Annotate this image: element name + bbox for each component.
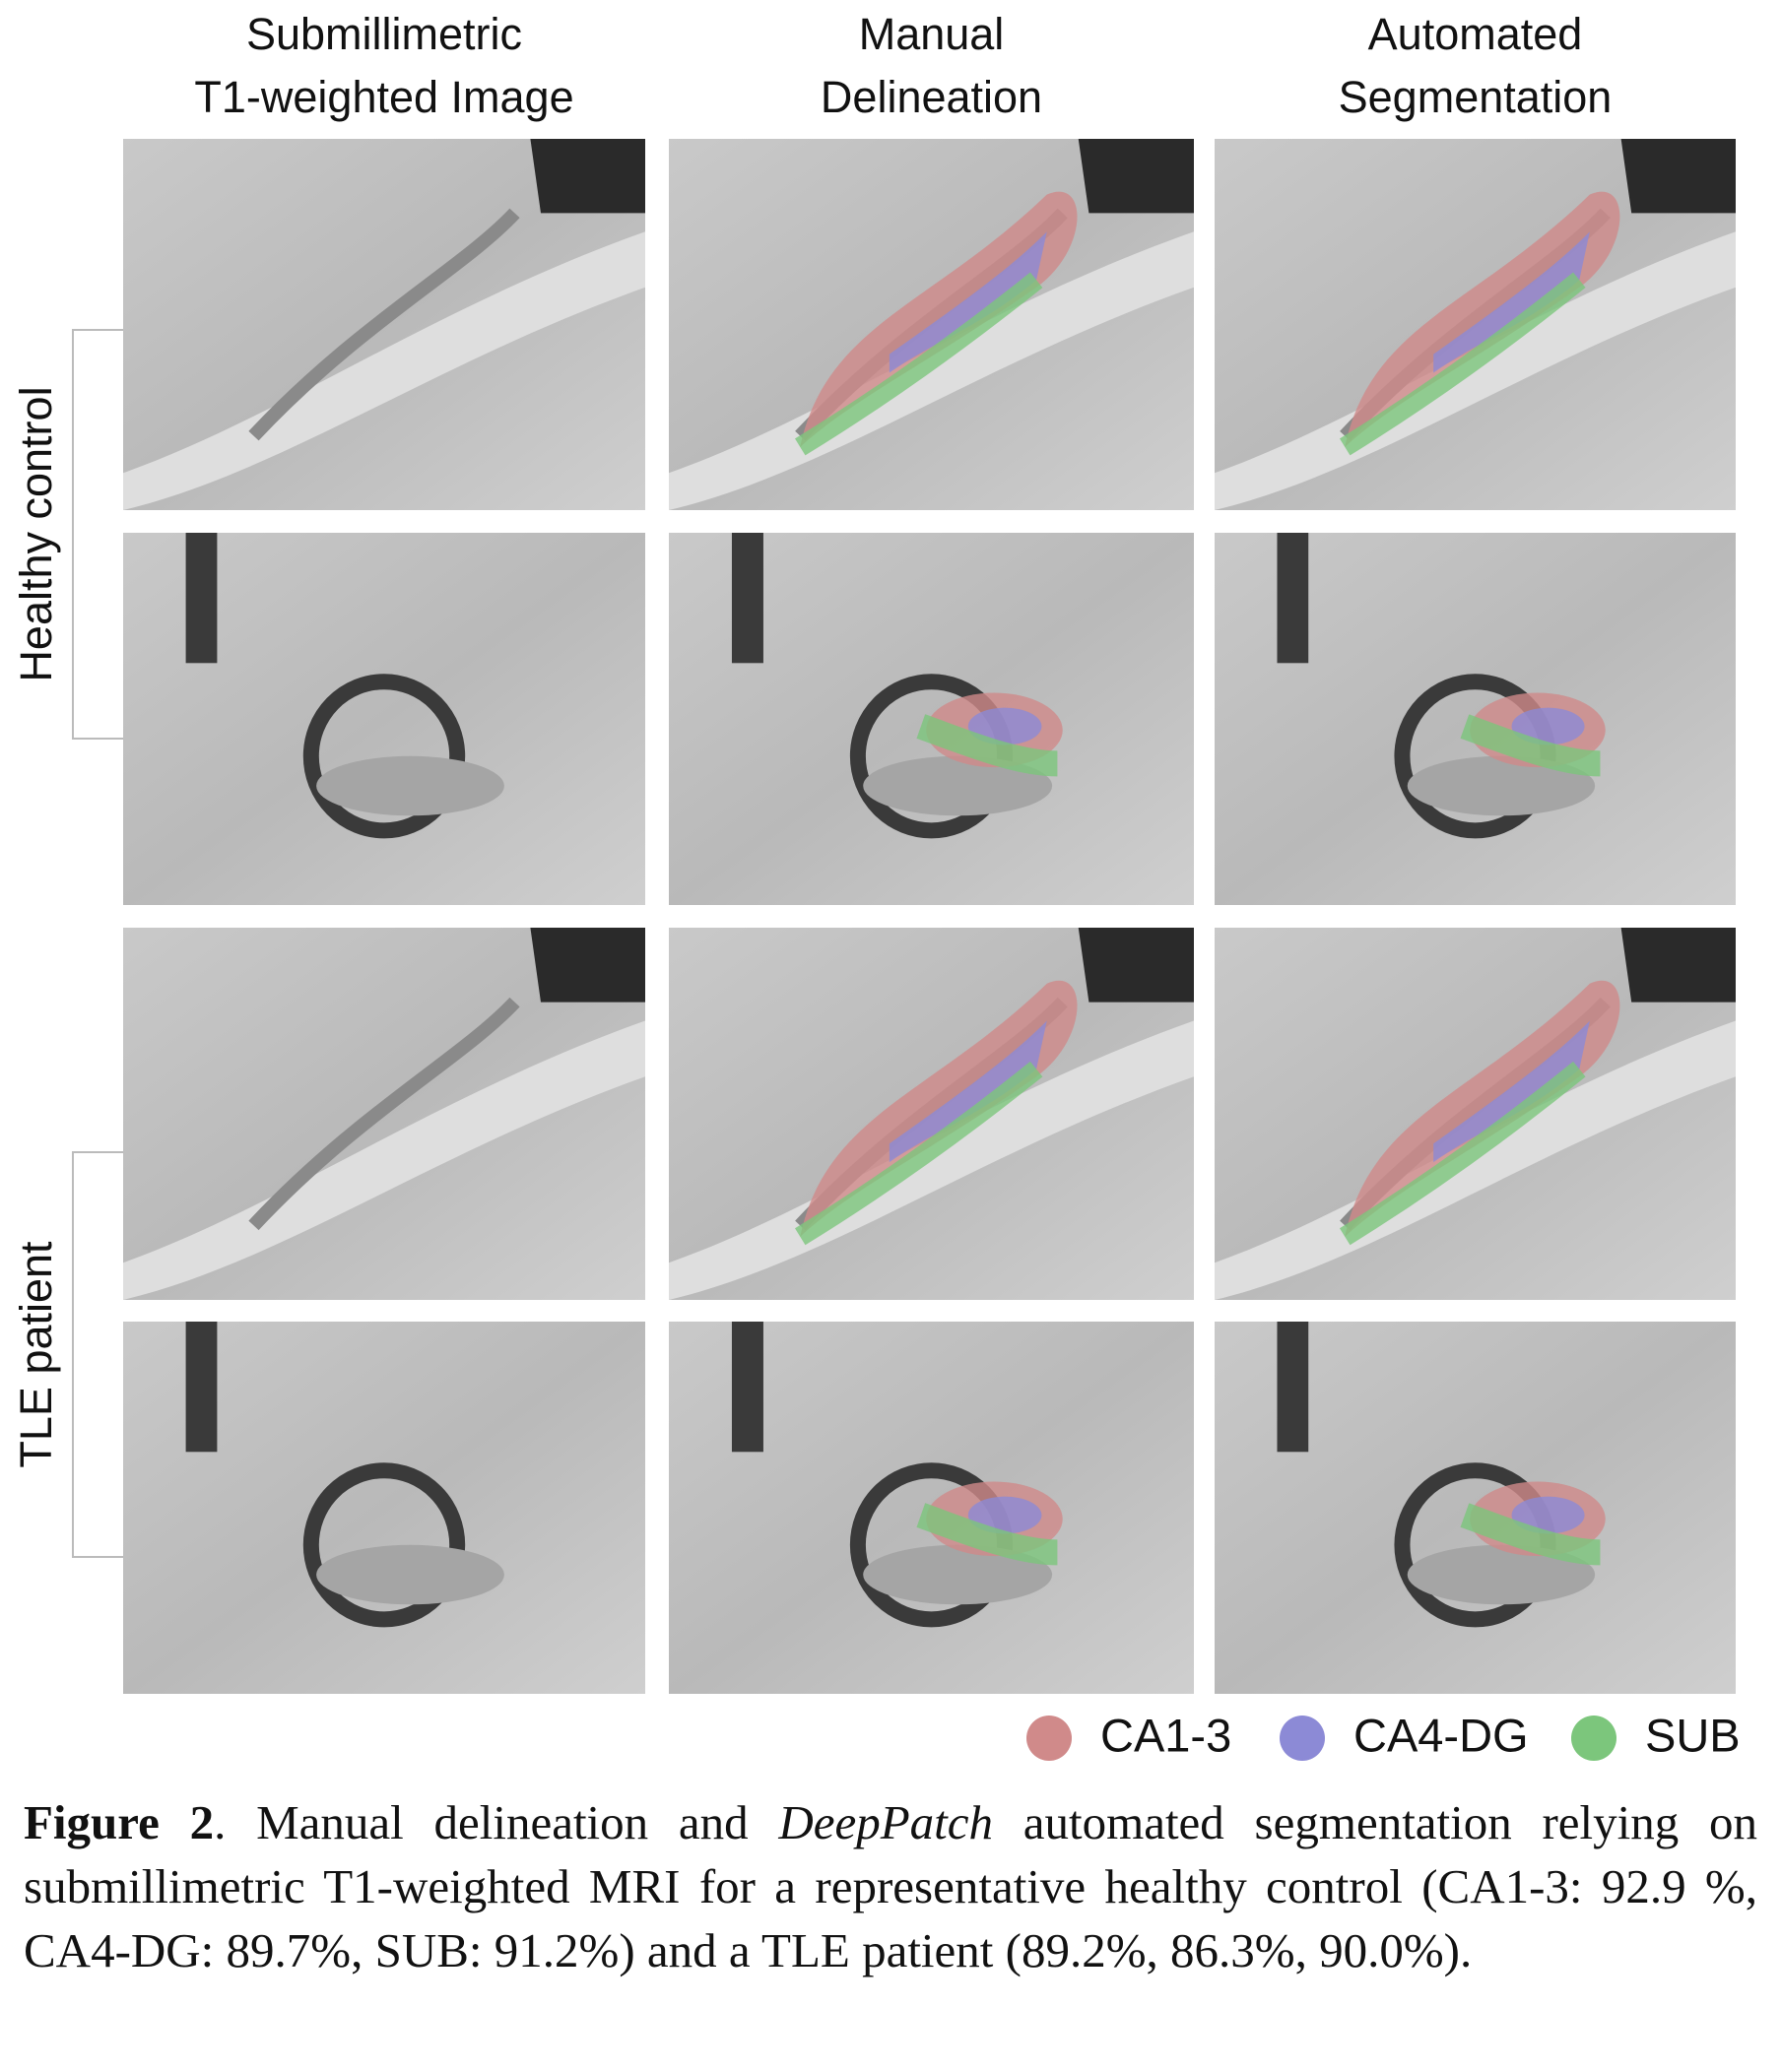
- mri-panel: [669, 928, 1194, 1300]
- tissue-band: [316, 1544, 504, 1605]
- overlay-ca4-dg: [1511, 1496, 1585, 1534]
- group-bracket: [72, 329, 123, 740]
- column-header: Manual: [859, 9, 1005, 59]
- mri-panel: [123, 139, 645, 510]
- tissue-dark: [1620, 928, 1736, 1003]
- tissue-dark: [731, 533, 763, 664]
- caption-text: . Manual delineation and: [214, 1795, 779, 1849]
- tissue-band: [248, 208, 520, 441]
- mri-panel: [123, 1322, 645, 1694]
- tissue-band: [1407, 1544, 1596, 1605]
- overlay-sub: [916, 714, 1058, 777]
- tissue-dark: [302, 674, 466, 839]
- tissue-dark: [1277, 1322, 1309, 1453]
- overlay-sub: [1339, 1061, 1586, 1246]
- overlay-ca4-dg: [889, 231, 1047, 373]
- overlay-sub: [1339, 272, 1586, 456]
- legend-swatch: [1026, 1716, 1072, 1761]
- group-bracket: [72, 1151, 123, 1558]
- tissue-band: [863, 1544, 1053, 1605]
- mri-panel: [1215, 533, 1736, 905]
- mri-panel: [1215, 139, 1736, 510]
- row-group-label: Healthy control: [11, 386, 61, 681]
- tissue-dark: [1620, 139, 1736, 214]
- overlay-ca4-dg: [1511, 707, 1585, 745]
- overlay-sub: [1460, 1503, 1601, 1566]
- overlay-sub: [916, 1503, 1058, 1566]
- mri-panel: [123, 533, 645, 905]
- tissue-dark: [1078, 928, 1194, 1003]
- tissue-dark: [530, 139, 645, 214]
- tissue-dark: [185, 533, 218, 664]
- tissue-dark: [302, 1462, 466, 1628]
- overlay-ca4-dg: [967, 1496, 1042, 1534]
- overlay-sub: [1460, 714, 1601, 777]
- tissue-band: [863, 755, 1053, 816]
- tissue-dark: [731, 1322, 763, 1453]
- tissue-dark: [185, 1322, 218, 1453]
- mri-panel: [669, 139, 1194, 510]
- tissue-band: [248, 997, 520, 1231]
- overlay-ca4-dg: [1433, 1020, 1590, 1163]
- tissue-band: [316, 755, 504, 816]
- caption: Figure 2. Manual delineation and DeepPat…: [24, 1790, 1757, 1982]
- mri-panel: [669, 533, 1194, 905]
- column-header: T1-weighted Image: [194, 72, 573, 122]
- tissue-band: [1407, 755, 1596, 816]
- tissue-band: [123, 1020, 645, 1300]
- column-header: Automated: [1368, 9, 1583, 59]
- legend-label: CA4-DG: [1353, 1709, 1529, 1761]
- legend-swatch: [1280, 1716, 1325, 1761]
- mri-panel: [1215, 1322, 1736, 1694]
- overlay-sub: [795, 1061, 1043, 1246]
- tissue-dark: [1277, 533, 1309, 664]
- row-group-label: TLE patient: [11, 1241, 61, 1468]
- caption-italic: DeepPatch: [778, 1795, 994, 1849]
- tissue-dark: [530, 928, 645, 1003]
- tissue-band: [123, 231, 645, 510]
- legend-label: CA1-3: [1100, 1709, 1231, 1761]
- mri-panel: [669, 1322, 1194, 1694]
- caption-text: automated segmentation relying on submil…: [24, 1795, 1757, 1977]
- overlay-ca4-dg: [889, 1020, 1047, 1163]
- mri-panel: [123, 928, 645, 1300]
- overlay-ca4-dg: [967, 707, 1042, 745]
- legend-label: SUB: [1645, 1709, 1741, 1761]
- column-header: Submillimetric: [246, 9, 522, 59]
- tissue-dark: [1078, 139, 1194, 214]
- mri-panel: [1215, 928, 1736, 1300]
- overlay-ca4-dg: [1433, 231, 1590, 373]
- column-header: Segmentation: [1339, 72, 1613, 122]
- caption-label: Figure 2: [24, 1795, 215, 1849]
- figure: Submillimetric T1-weighted Image Manual Del…: [11, 9, 1741, 1761]
- legend-swatch: [1571, 1716, 1616, 1761]
- column-header: Delineation: [821, 72, 1042, 122]
- overlay-sub: [795, 272, 1043, 456]
